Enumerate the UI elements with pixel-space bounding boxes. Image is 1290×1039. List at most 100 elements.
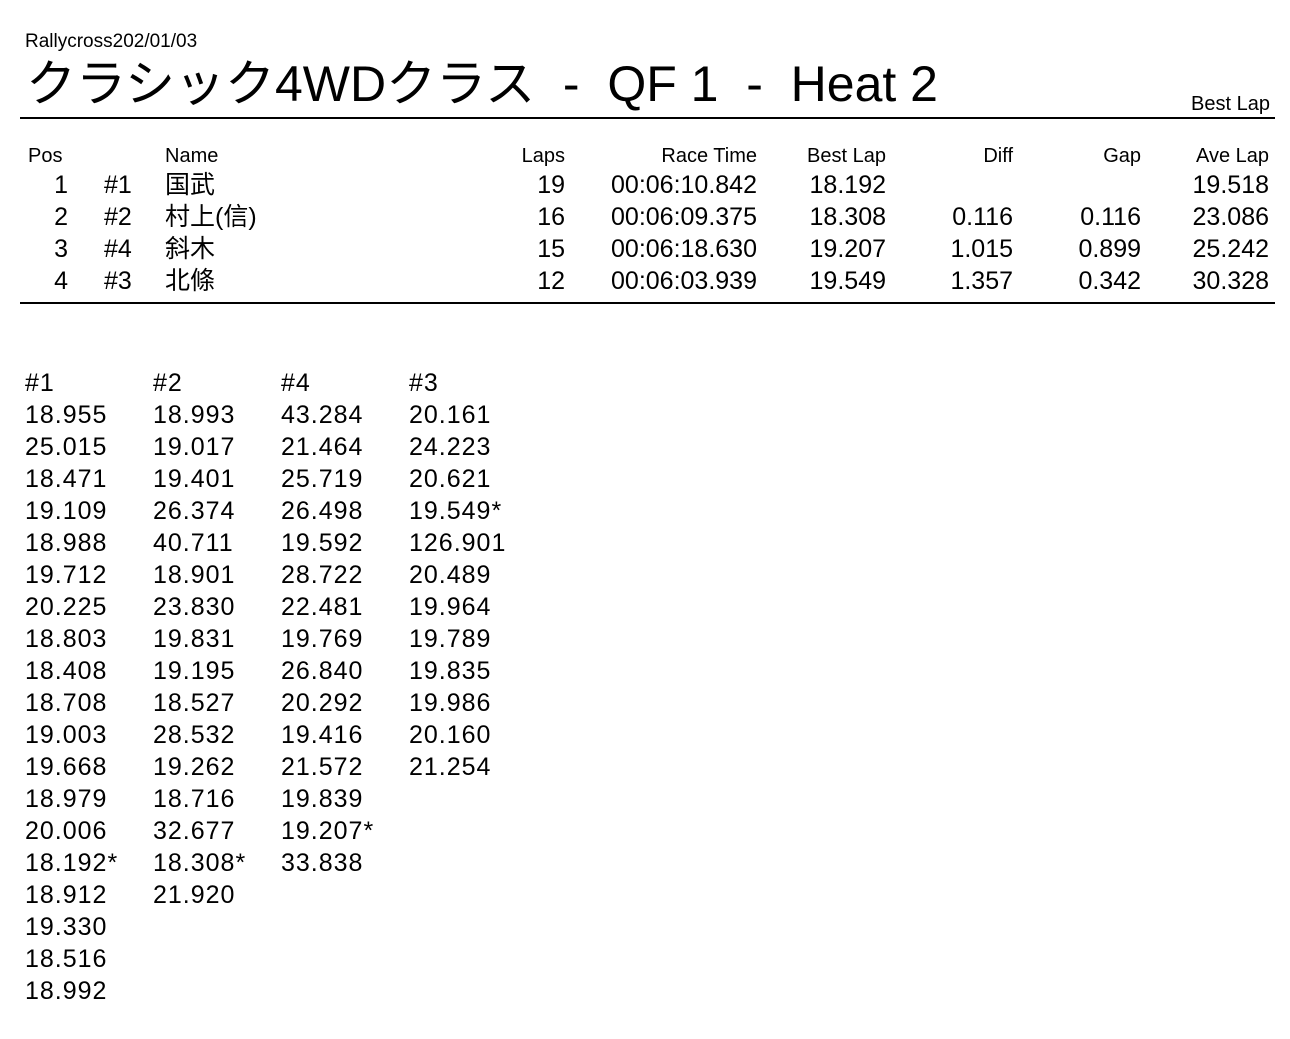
column-header-pos: Pos (28, 145, 63, 167)
lap-time: 19.769 (281, 625, 364, 653)
lap-time: 18.308* (153, 849, 247, 877)
cell-pos: 3 (54, 235, 68, 263)
column-header-name: Name (165, 145, 219, 167)
cell-ave-lap: 23.086 (1192, 203, 1269, 231)
lap-time: 18.955 (25, 401, 108, 429)
lap-time: 19.592 (281, 529, 364, 557)
lap-column-header: #3 (409, 369, 439, 397)
cell-pos: 2 (54, 203, 68, 231)
lap-time: 18.992 (25, 977, 108, 1005)
lap-time: 18.716 (153, 785, 236, 813)
lap-time: 19.401 (153, 465, 236, 493)
lap-time: 20.489 (409, 561, 492, 589)
cell-gap: 0.342 (1078, 267, 1141, 295)
cell-name: 北條 (165, 267, 216, 295)
sort-label: Best Lap (1191, 93, 1270, 115)
lap-column-header: #4 (281, 369, 311, 397)
lap-time: 19.839 (281, 785, 364, 813)
lap-time: 21.920 (153, 881, 236, 909)
lap-time: 20.621 (409, 465, 492, 493)
lap-time: 43.284 (281, 401, 364, 429)
top-divider (20, 117, 1275, 119)
lap-time: 19.207* (281, 817, 375, 845)
lap-time: 25.015 (25, 433, 108, 461)
lap-time: 20.225 (25, 593, 108, 621)
cell-name: 国武 (165, 171, 216, 199)
lap-time: 21.464 (281, 433, 364, 461)
lap-time: 18.192* (25, 849, 119, 877)
lap-time: 20.161 (409, 401, 492, 429)
lap-time: 21.254 (409, 753, 492, 781)
lap-time: 19.831 (153, 625, 236, 653)
lap-time: 19.003 (25, 721, 108, 749)
column-header-gap: Gap (1103, 145, 1141, 167)
lap-time: 19.017 (153, 433, 236, 461)
cell-ave-lap: 30.328 (1192, 267, 1269, 295)
cell-ave-lap: 19.518 (1192, 171, 1269, 199)
lap-time: 22.481 (281, 593, 364, 621)
lap-time: 18.471 (25, 465, 108, 493)
lap-time: 18.901 (153, 561, 236, 589)
lap-time: 19.712 (25, 561, 108, 589)
lap-time: 18.408 (25, 657, 108, 685)
lap-time: 19.668 (25, 753, 108, 781)
cell-laps: 16 (537, 203, 565, 231)
lap-time: 26.374 (153, 497, 236, 525)
cell-laps: 19 (537, 171, 565, 199)
lap-time: 18.993 (153, 401, 236, 429)
cell-car-number: #1 (104, 171, 132, 199)
cell-pos: 4 (54, 267, 68, 295)
lap-time: 20.292 (281, 689, 364, 717)
cell-gap: 0.899 (1078, 235, 1141, 263)
cell-name: 斜木 (165, 235, 216, 263)
lap-time: 33.838 (281, 849, 364, 877)
lap-time: 20.006 (25, 817, 108, 845)
lap-time: 28.722 (281, 561, 364, 589)
lap-time: 19.835 (409, 657, 492, 685)
column-header-race-time: Race Time (661, 145, 757, 167)
cell-diff: 0.116 (952, 203, 1013, 231)
cell-pos: 1 (54, 171, 68, 199)
lap-column-header: #1 (25, 369, 55, 397)
cell-race-time: 00:06:10.842 (611, 171, 757, 199)
lap-time: 20.160 (409, 721, 492, 749)
cell-ave-lap: 25.242 (1192, 235, 1269, 263)
lap-time: 28.532 (153, 721, 236, 749)
lap-time: 26.840 (281, 657, 364, 685)
cell-best-lap: 18.308 (809, 203, 886, 231)
cell-laps: 15 (537, 235, 565, 263)
cell-car-number: #4 (104, 235, 132, 263)
lap-time: 32.677 (153, 817, 236, 845)
cell-best-lap: 18.192 (809, 171, 886, 199)
lap-time: 19.986 (409, 689, 492, 717)
column-header-laps: Laps (521, 145, 565, 167)
lap-time: 18.708 (25, 689, 108, 717)
cell-car-number: #2 (104, 203, 132, 231)
lap-time: 21.572 (281, 753, 364, 781)
lap-time: 23.830 (153, 593, 236, 621)
lap-time: 19.789 (409, 625, 492, 653)
event-date-subtitle: Rallycross202/01/03 (25, 31, 198, 52)
lap-time: 18.979 (25, 785, 108, 813)
lap-time: 18.516 (25, 945, 108, 973)
column-header-ave-lap: Ave Lap (1195, 145, 1269, 167)
lap-time: 40.711 (153, 529, 234, 557)
lap-time: 18.988 (25, 529, 108, 557)
cell-gap: 0.116 (1080, 203, 1141, 231)
lap-time: 19.416 (281, 721, 364, 749)
cell-name: 村上(信) (165, 203, 257, 231)
lap-time: 25.719 (281, 465, 364, 493)
lap-time: 18.912 (25, 881, 108, 909)
lap-time: 26.498 (281, 497, 364, 525)
lap-time: 19.549* (409, 497, 503, 525)
lap-time: 19.330 (25, 913, 108, 941)
cell-diff: 1.357 (950, 267, 1013, 295)
cell-best-lap: 19.549 (809, 267, 886, 295)
lap-time: 19.195 (153, 657, 236, 685)
column-header-diff: Diff (983, 145, 1013, 167)
cell-laps: 12 (537, 267, 565, 295)
lap-time: 19.964 (409, 593, 492, 621)
lap-time: 24.223 (409, 433, 492, 461)
bottom-divider (20, 302, 1275, 304)
page-title: クラシック4WDクラス - QF 1 - Heat 2 (26, 56, 938, 112)
